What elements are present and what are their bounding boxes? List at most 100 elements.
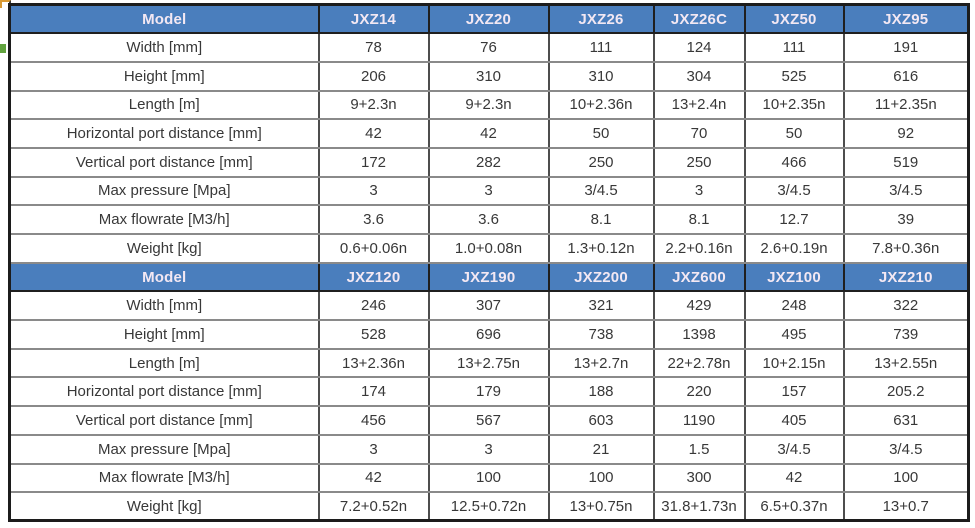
spec-value-cell: 9+2.3n (427, 89, 550, 121)
spec-value-cell: 111 (547, 32, 655, 63)
green-square-marker (0, 44, 6, 53)
spec-value-cell: 696 (427, 319, 550, 350)
spec-value-cell: 3/4.5 (743, 175, 845, 207)
spec-value-cell: 10+2.35n (743, 89, 845, 121)
spec-value-cell: 282 (427, 146, 550, 178)
spec-value-cell: 495 (743, 319, 845, 350)
spec-value-cell: 10+2.36n (547, 89, 655, 121)
spec-value-cell: 50 (743, 118, 845, 149)
spec-value-cell: 466 (743, 146, 845, 178)
spec-value-cell: 616 (842, 60, 970, 92)
spec-value-cell: 1.5 (652, 433, 746, 465)
spec-value-cell: 405 (743, 405, 845, 436)
spec-value-cell: 157 (743, 376, 845, 408)
spec-row: Height [mm] 528 696 738 1398 495 739 (8, 319, 970, 350)
model-column-header: JXZ190 (427, 261, 550, 293)
spec-value-cell: 3 (317, 175, 430, 207)
spec-value-cell: 300 (652, 462, 746, 494)
model-column-header: JXZ100 (743, 261, 845, 293)
spec-value-cell: 322 (842, 290, 970, 322)
spec-value-cell: 567 (427, 405, 550, 436)
model-column-header: JXZ210 (842, 261, 970, 293)
spec-value-cell: 1398 (652, 319, 746, 350)
spec-value-cell: 248 (743, 290, 845, 322)
spec-value-cell: 307 (427, 290, 550, 322)
row-label: Weight [kg] (8, 233, 320, 264)
spec-value-cell: 1.3+0.12n (547, 233, 655, 264)
spec-value-cell: 206 (317, 60, 430, 92)
model-header-label: Model (8, 261, 320, 293)
row-label: Max flowrate [M3/h] (8, 204, 320, 235)
row-label: Length [m] (8, 89, 320, 121)
row-label: Max pressure [Mpa] (8, 433, 320, 465)
spec-value-cell: 2.6+0.19n (743, 233, 845, 264)
spec-row: Length [m] 9+2.3n 9+2.3n 10+2.36n 13+2.4n 10+… (8, 89, 970, 121)
spec-row: Horizontal port distance [mm] 42 42 50 70 50 9… (8, 118, 970, 149)
spec-value-cell: 12.5+0.72n (427, 491, 550, 523)
spec-value-cell: 188 (547, 376, 655, 408)
spec-value-cell: 100 (842, 462, 970, 494)
row-label: Length [m] (8, 347, 320, 379)
spec-value-cell: 456 (317, 405, 430, 436)
spec-value-cell: 3 (427, 175, 550, 207)
spec-value-cell: 250 (652, 146, 746, 178)
spec-value-cell: 70 (652, 118, 746, 149)
row-label: Horizontal port distance [mm] (8, 118, 320, 149)
spec-value-cell: 304 (652, 60, 746, 92)
spec-value-cell: 22+2.78n (652, 347, 746, 379)
model-column-header: JXZ20 (427, 3, 550, 35)
model-column-header: JXZ95 (842, 3, 970, 35)
spec-value-cell: 519 (842, 146, 970, 178)
spec-value-cell: 738 (547, 319, 655, 350)
spec-value-cell: 2.2+0.16n (652, 233, 746, 264)
spec-value-cell: 13+2.55n (842, 347, 970, 379)
spec-row: Vertical port distance [mm] 456 567 603 1190… (8, 405, 970, 436)
model-header-row: Model JXZ120 JXZ190 JXZ200 JXZ600 JXZ100 JXZ21… (8, 261, 970, 293)
spec-value-cell: 111 (743, 32, 845, 63)
spec-value-cell: 3/4.5 (842, 433, 970, 465)
spec-value-cell: 3/4.5 (743, 433, 845, 465)
spec-value-cell: 10+2.15n (743, 347, 845, 379)
spec-value-cell: 8.1 (652, 204, 746, 235)
spec-value-cell: 42 (743, 462, 845, 494)
model-column-header: JXZ600 (652, 261, 746, 293)
spec-value-cell: 50 (547, 118, 655, 149)
spec-value-cell: 3.6 (317, 204, 430, 235)
spec-value-cell: 603 (547, 405, 655, 436)
spec-row: Max flowrate [M3/h] 3.6 3.6 8.1 8.1 12.7 39 (8, 204, 970, 235)
spec-value-cell: 78 (317, 32, 430, 63)
spec-value-cell: 172 (317, 146, 430, 178)
spec-row: Max pressure [Mpa] 3 3 21 1.5 3/4.5 3/4.5 (8, 433, 970, 465)
jxz-specification-table: Model JXZ14 JXZ20 JXZ26 JXZ26C JXZ50 JXZ95 Widt… (8, 3, 970, 523)
model-column-header: JXZ14 (317, 3, 430, 35)
spec-value-cell: 310 (547, 60, 655, 92)
spec-value-cell: 42 (317, 118, 430, 149)
model-header-row: Model JXZ14 JXZ20 JXZ26 JXZ26C JXZ50 JXZ95 (8, 3, 970, 35)
spec-value-cell: 179 (427, 376, 550, 408)
spec-value-cell: 3 (427, 433, 550, 465)
spec-value-cell: 11+2.35n (842, 89, 970, 121)
spec-value-cell: 3/4.5 (547, 175, 655, 207)
row-label: Height [mm] (8, 319, 320, 350)
spec-value-cell: 174 (317, 376, 430, 408)
model-column-header: JXZ200 (547, 261, 655, 293)
spec-value-cell: 1.0+0.08n (427, 233, 550, 264)
spec-value-cell: 13+2.4n (652, 89, 746, 121)
spec-value-cell: 205.2 (842, 376, 970, 408)
model-column-header: JXZ26 (547, 3, 655, 35)
spec-row: Max pressure [Mpa] 3 3 3/4.5 3 3/4.5 3/4.5 (8, 175, 970, 207)
spec-value-cell: 13+2.75n (427, 347, 550, 379)
spec-value-cell: 1190 (652, 405, 746, 436)
spec-value-cell: 13+0.7 (842, 491, 970, 523)
row-label: Weight [kg] (8, 491, 320, 523)
spec-value-cell: 7.2+0.52n (317, 491, 430, 523)
spec-value-cell: 39 (842, 204, 970, 235)
spec-value-cell: 3/4.5 (842, 175, 970, 207)
spec-row: Length [m] 13+2.36n 13+2.75n 13+2.7n 22+2.78… (8, 347, 970, 379)
spec-value-cell: 31.8+1.73n (652, 491, 746, 523)
spec-value-cell: 528 (317, 319, 430, 350)
row-label: Horizontal port distance [mm] (8, 376, 320, 408)
spec-value-cell: 8.1 (547, 204, 655, 235)
spec-value-cell: 429 (652, 290, 746, 322)
spec-value-cell: 525 (743, 60, 845, 92)
